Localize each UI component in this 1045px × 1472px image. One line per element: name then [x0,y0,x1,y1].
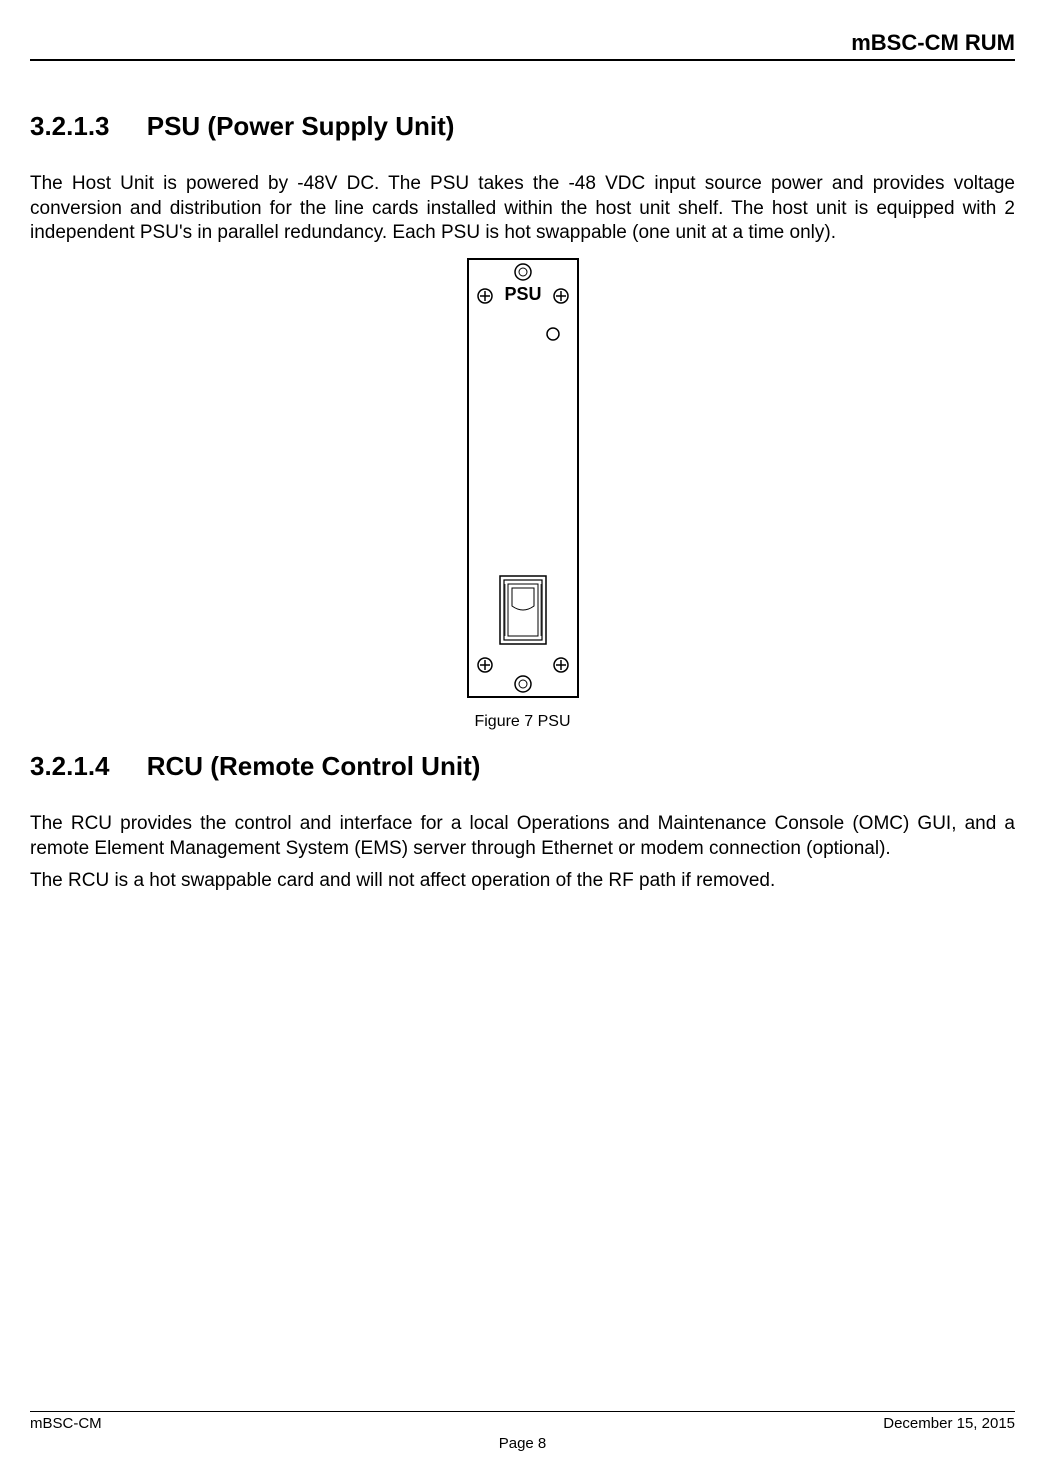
footer-left: mBSC-CM [30,1415,102,1432]
section-number: 3.2.1.3 [30,111,110,142]
section-heading-psu: 3.2.1.3 PSU (Power Supply Unit) [30,111,1015,142]
psu-diagram: PSU [467,258,579,703]
section-heading-rcu: 3.2.1.4 RCU (Remote Control Unit) [30,751,1015,782]
svg-text:PSU: PSU [504,284,541,304]
section-title: PSU (Power Supply Unit) [147,111,455,141]
footer-page: Page 8 [30,1435,1015,1452]
header-title: mBSC-CM RUM [30,30,1015,56]
figure-container: PSU Figure [30,258,1015,731]
section1-paragraph: The Host Unit is powered by -48V DC. The… [30,172,1015,246]
section-title: RCU (Remote Control Unit) [147,751,481,781]
footer-right: December 15, 2015 [883,1415,1015,1432]
section2-paragraph1: The RCU provides the control and interfa… [30,812,1015,861]
page-footer: mBSC-CM December 15, 2015 Page 8 [30,1411,1015,1452]
footer-line: mBSC-CM December 15, 2015 [30,1411,1015,1432]
section2-paragraph2: The RCU is a hot swappable card and will… [30,869,1015,894]
section-number: 3.2.1.4 [30,751,110,782]
page-header: mBSC-CM RUM [30,30,1015,61]
figure-caption: Figure 7 PSU [30,713,1015,731]
